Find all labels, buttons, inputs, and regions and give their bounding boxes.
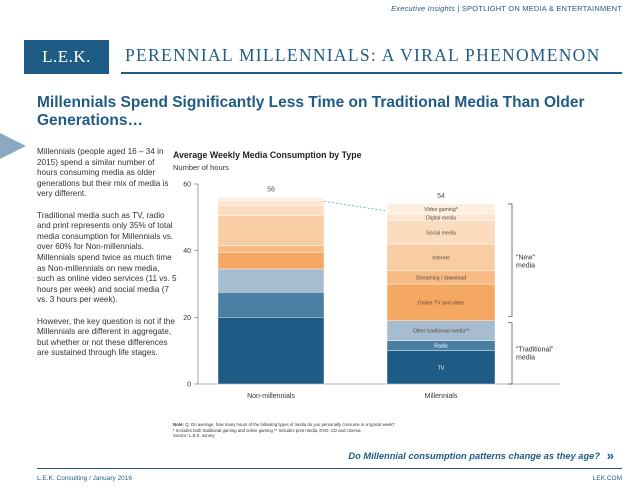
header-insights: Executive Insights | SPOTLIGHT ON MEDIA … <box>391 4 622 13</box>
bar-segment <box>217 205 325 216</box>
chart-title: Average Weekly Media Consumption by Type <box>173 150 362 160</box>
bar-segment <box>217 245 325 253</box>
body-paragraph-2: Traditional media such as TV, radio and … <box>37 210 177 305</box>
chart-note: Note: Q: On average, how many hours of t… <box>173 422 443 439</box>
segment-label: Other traditional media** <box>413 329 470 335</box>
bar-segment <box>217 317 325 385</box>
connector-line <box>323 200 388 212</box>
section-arrow-icon <box>0 133 26 159</box>
y-tick-label: 20 <box>183 315 191 322</box>
bar-segment <box>217 197 325 201</box>
lek-logo: L.E.K. <box>24 40 109 74</box>
header-divider <box>121 72 622 74</box>
bar-total-label: 56 <box>267 186 275 193</box>
new-media-bracket <box>508 203 513 318</box>
insights-separator: | <box>455 4 462 13</box>
note-line-2: * Includes both traditional gaming and o… <box>173 427 361 433</box>
segment-label: TV <box>438 365 445 371</box>
bar-segment <box>386 203 496 215</box>
bar-segment <box>217 215 325 246</box>
bar-segment <box>386 350 496 385</box>
body-text: Millennials (people aged 16 – 34 in 2015… <box>37 147 177 369</box>
segment-label: Internet <box>432 255 450 261</box>
body-paragraph-3: However, the key question is not if the … <box>37 316 175 358</box>
segment-label: Online TV and video <box>418 300 465 306</box>
bar-total-label: 54 <box>437 193 445 200</box>
note-line-1: Note: Q: On average, how many hours of t… <box>173 422 395 427</box>
bar-segment <box>217 292 325 318</box>
new-media-label-line-1: "New" <box>516 254 535 261</box>
segment-label: Radio <box>434 344 448 350</box>
bar-segment <box>217 200 325 206</box>
body-paragraph-1: Millennials (people aged 16 – 34 in 2015… <box>37 147 169 199</box>
header-title: PERENNIAL MILLENNIALS: A VIRAL PHENOMENO… <box>125 45 601 65</box>
x-category-label: Millennials <box>425 393 458 400</box>
footer-divider <box>37 468 622 469</box>
footer-website[interactable]: LEK.COM <box>592 475 622 482</box>
next-question-link[interactable]: Do Millennial consumption patterns chang… <box>348 451 600 461</box>
bar-segment <box>217 268 325 293</box>
y-tick-label: 60 <box>183 182 191 189</box>
x-category-label: Non-millennials <box>247 393 295 400</box>
segment-label: Digital media <box>426 215 456 221</box>
traditional-media-label-line-1: "Traditional" <box>516 346 554 353</box>
y-tick-label: 0 <box>187 382 191 389</box>
segment-label: Video gaming* <box>424 207 458 213</box>
next-arrow-icon[interactable]: » <box>606 448 614 463</box>
y-tick-label: 40 <box>183 248 191 255</box>
bar-segment <box>217 252 325 270</box>
stacked-bar-chart: 0 20 40 60 56 Non-millennials 54 Millennials TV R… <box>183 182 560 400</box>
note-question: Q: On average, how many hours of the fol… <box>185 422 395 427</box>
insights-label: Executive Insights <box>391 4 456 13</box>
note-line-3: Source: L.E.K. survey <box>173 433 215 439</box>
segment-label: Streaming / download <box>416 275 466 281</box>
footer-credit: L.E.K. Consulting / January 2016 <box>37 475 133 482</box>
traditional-media-bracket <box>508 322 513 385</box>
traditional-media-label-line-2: media <box>516 354 535 361</box>
new-media-label-line-2: media <box>516 262 535 269</box>
segment-label: Social media <box>426 230 456 236</box>
chart-y-axis-label: Number of hours <box>173 163 229 172</box>
bar-segment <box>386 283 496 321</box>
slide-title: Millennials Spend Significantly Less Tim… <box>37 94 585 129</box>
insights-topic: SPOTLIGHT ON MEDIA & ENTERTAINMENT <box>461 4 622 13</box>
